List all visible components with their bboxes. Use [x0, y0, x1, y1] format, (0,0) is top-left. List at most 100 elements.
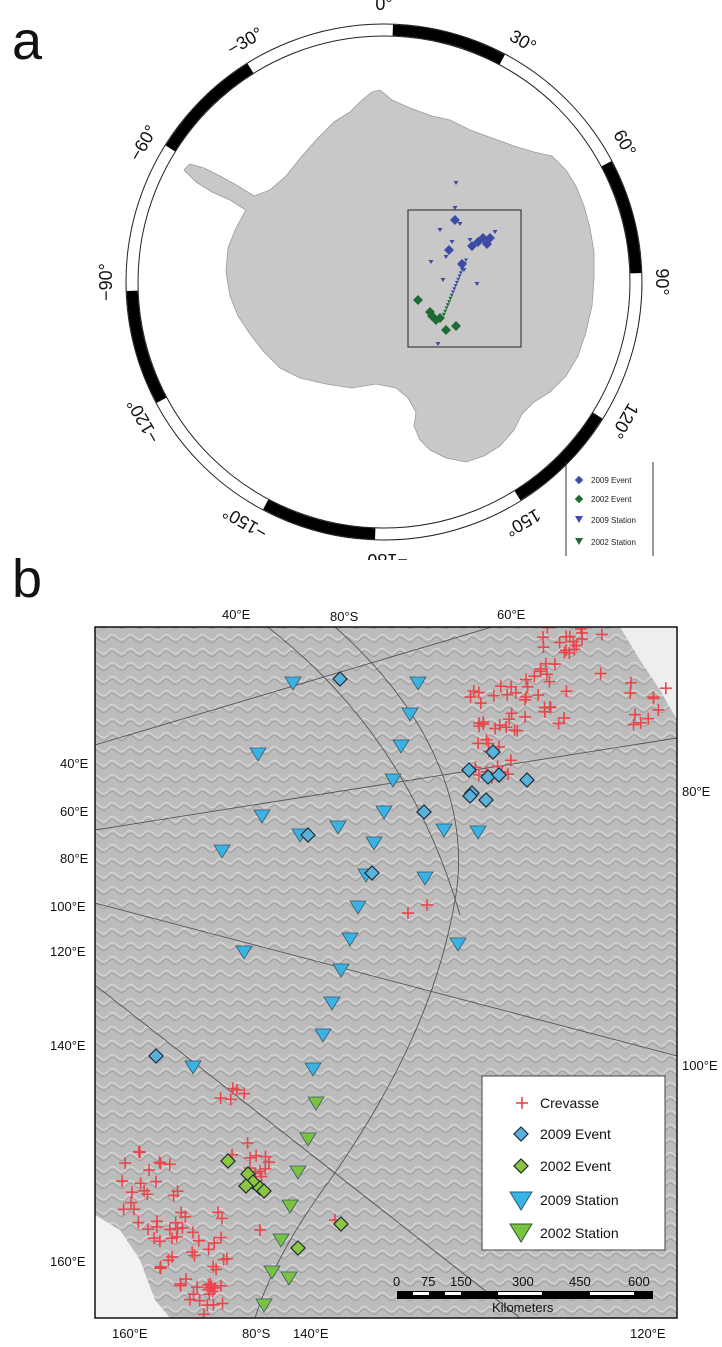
overview-legend-2009-station: 2009 Station: [591, 516, 636, 525]
overview-legend-2002-station: 2002 Station: [591, 538, 636, 547]
legend-2009-event: 2009 Event: [540, 1126, 611, 1142]
event-2009-marker: [491, 767, 507, 783]
event-2009-marker: [300, 827, 316, 843]
bottom-label-120e: 120°E: [630, 1326, 666, 1341]
scale-unit: Kilometers: [492, 1300, 554, 1315]
station-2002-marker: [299, 1132, 317, 1147]
event-2002-marker: [435, 313, 445, 323]
station-2009-marker: [469, 825, 487, 840]
station-2009-marker: [457, 222, 463, 226]
scale-bar: 0 75 150 300 450 600 Kilometers: [393, 1274, 653, 1315]
degree-label: −30°: [224, 23, 267, 59]
station-2009-marker: [284, 676, 302, 691]
degree-label: 150°: [502, 505, 544, 541]
event-2002-marker: [441, 325, 451, 335]
station-marker: [456, 277, 461, 281]
crevasse-markers: [116, 627, 672, 1318]
station-2009-marker: [357, 868, 375, 883]
graticule: [95, 627, 677, 1318]
degree-label: −180°: [360, 550, 408, 560]
station-2009-marker: [416, 871, 434, 886]
station-2002-marker: [263, 1265, 281, 1280]
degree-label: 0°: [375, 0, 392, 14]
left-label-160e: 160°E: [50, 1254, 86, 1269]
right-label-80e: 80°E: [682, 784, 711, 799]
station-2009-marker: [453, 181, 459, 185]
overview-legend-2002-event: 2002 Event: [591, 495, 632, 504]
scale-tick-75: 75: [421, 1274, 435, 1289]
event-2002-marker: [290, 1240, 306, 1256]
event-2009-marker: [457, 259, 467, 269]
station-2009-marker: [384, 773, 402, 788]
station-2009-marker: [375, 805, 393, 820]
scale-tick-600: 600: [628, 1274, 650, 1289]
degree-label: 30°: [506, 26, 540, 57]
legend-2002-event: 2002 Event: [540, 1158, 611, 1174]
station-markers: [184, 676, 487, 1313]
station-2009-marker: [341, 932, 359, 947]
station-2009-marker: [249, 747, 267, 762]
coast-region-ne: [620, 627, 677, 720]
satellite-texture: [95, 627, 677, 1318]
station-2009-marker: [291, 828, 309, 843]
station-2002-marker: [281, 1199, 299, 1214]
event-2002-marker: [220, 1153, 236, 1169]
event-2009-marker: [467, 241, 477, 251]
event-2009-marker: [148, 1048, 164, 1064]
station-marker: [443, 309, 448, 313]
degree-label: 120°: [607, 400, 643, 442]
station-2009-marker: [213, 844, 231, 859]
station-2009-marker: [452, 206, 458, 210]
event-2009-marker: [364, 865, 380, 881]
station-marker: [448, 296, 453, 301]
top-label-40e: 40°E: [222, 607, 251, 622]
ring-segment: [514, 412, 603, 501]
event-2009-marker: [444, 245, 454, 255]
legend-2009-station: 2009 Station: [540, 1192, 619, 1208]
station-marker: [457, 274, 462, 278]
station-2002-marker: [272, 1233, 290, 1248]
station-2009-marker: [467, 238, 473, 242]
event-2002-marker: [425, 307, 435, 317]
left-label-80e: 80°E: [60, 851, 89, 866]
station-2009-marker: [323, 996, 341, 1011]
event-2009-marker: [480, 769, 496, 785]
bottom-label-140e: 140°E: [293, 1326, 329, 1341]
scale-tick-0: 0: [393, 1274, 400, 1289]
station-2009-marker: [235, 945, 253, 960]
event-2009-marker: [461, 762, 477, 778]
scale-tick-150: 150: [450, 1274, 472, 1289]
event-2009-marker: [485, 233, 495, 243]
legend-crevasse: Crevasse: [540, 1095, 599, 1111]
station-marker: [458, 271, 463, 275]
panel-a-label: a: [12, 11, 43, 71]
station-2009-marker: [443, 255, 449, 259]
degree-label: −60°: [125, 122, 161, 165]
station-2009-marker: [332, 963, 350, 978]
station-marker: [464, 258, 468, 262]
top-label-60e: 60°E: [497, 607, 526, 622]
antarctica-landmass: [183, 89, 595, 463]
station-marker: [460, 268, 465, 272]
station-2009-marker: [349, 900, 367, 915]
study-region-box: [407, 209, 522, 348]
antarctica-overview-map: 0° 30° 60° 90° 120° 150° −180° −150° −120° −90° −6…: [96, 0, 672, 560]
map-axis-labels: 40°E 80°S 60°E 40°E 60°E 80°E 100°E 120°…: [50, 607, 718, 1341]
station-2009-marker: [253, 809, 271, 824]
event-2009-marker: [464, 785, 480, 801]
station-2002-marker: [280, 1271, 298, 1286]
panel-b-label: b: [12, 549, 43, 609]
longitude-ring: [125, 23, 643, 541]
scale-tick-300: 300: [512, 1274, 534, 1289]
event-2002-marker: [240, 1166, 256, 1182]
degree-label: 90°: [652, 268, 672, 295]
station-2009-marker: [314, 1028, 332, 1043]
left-label-120e: 120°E: [50, 944, 86, 959]
station-2009-marker: [474, 282, 480, 286]
station-2009-marker: [492, 230, 498, 234]
station-2009-marker: [435, 823, 453, 838]
overview-markers: [413, 181, 498, 346]
map-frame: [94, 626, 678, 1319]
map-legend: Crevasse 2009 Event 2002 Event 2009 Stat…: [481, 1075, 666, 1251]
event-2009-marker: [462, 788, 478, 804]
